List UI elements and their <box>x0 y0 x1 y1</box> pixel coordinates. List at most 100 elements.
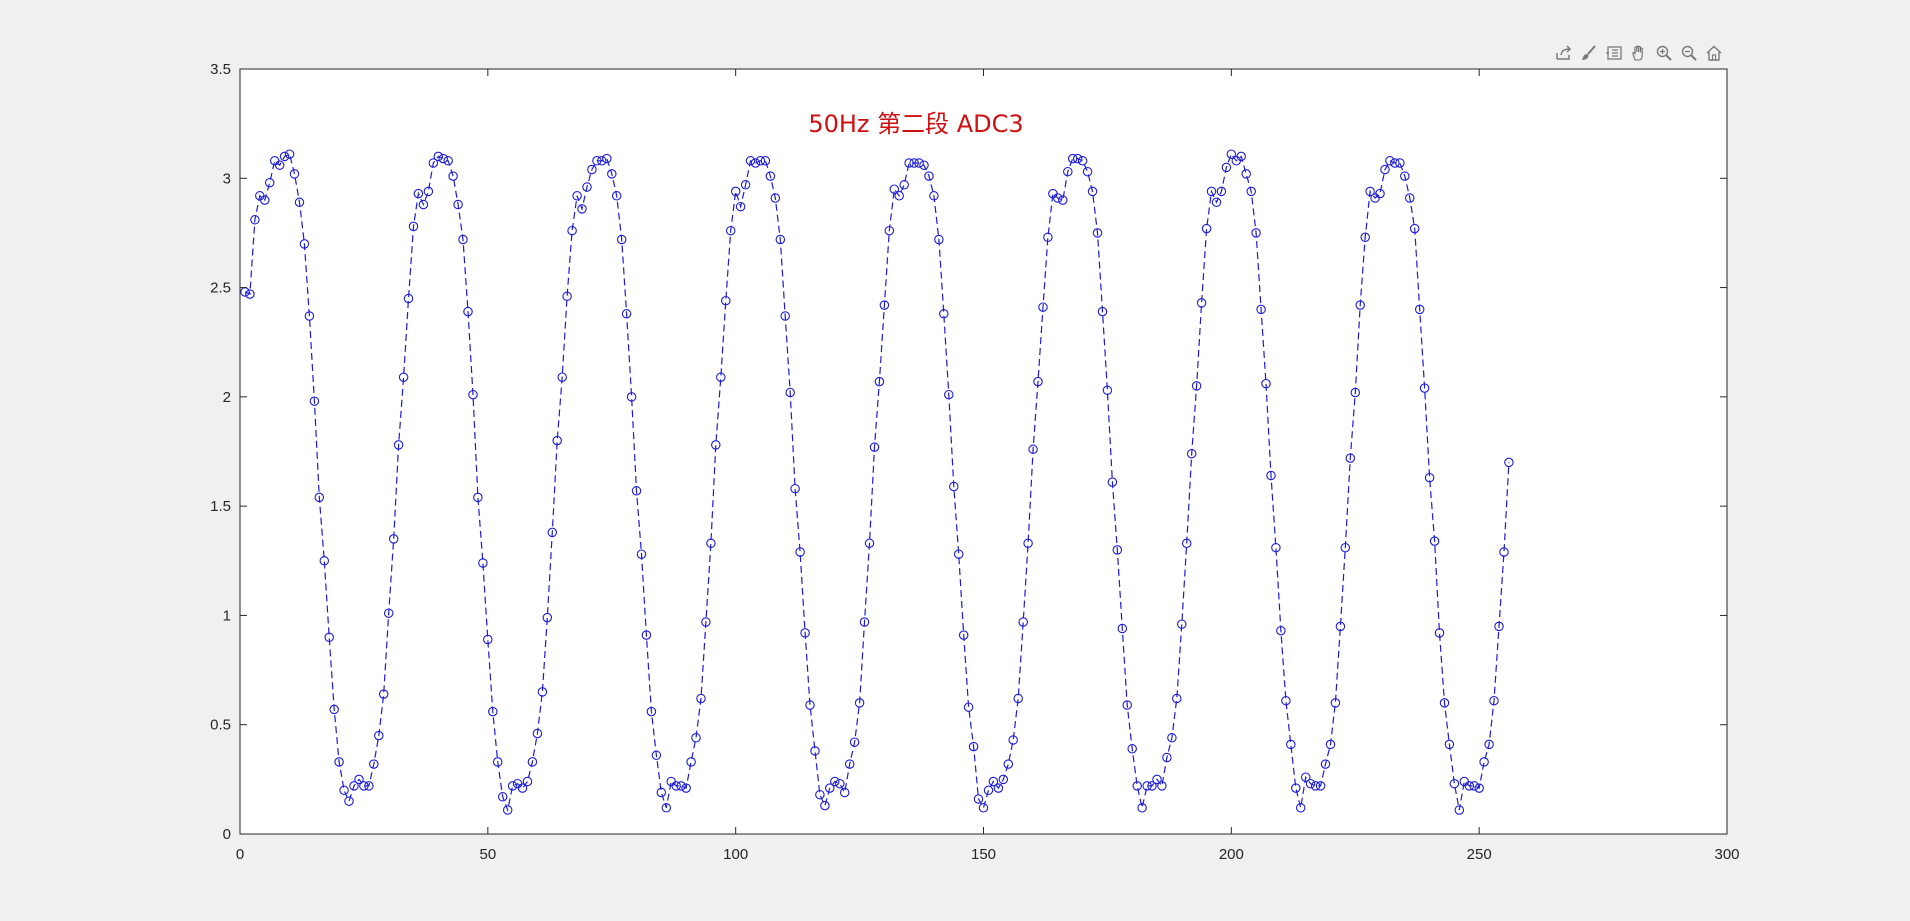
data-point-marker <box>1499 547 1509 557</box>
data-point-marker <box>830 776 840 787</box>
home-icon <box>1706 45 1721 61</box>
data-point-marker <box>1177 619 1187 629</box>
data-point-marker <box>1226 149 1237 159</box>
data-point-marker <box>1152 774 1162 785</box>
data-point-marker <box>438 153 448 164</box>
data-point-marker <box>1162 752 1172 763</box>
data-point-marker <box>344 796 354 806</box>
export-button[interactable] <box>1552 42 1575 64</box>
data-point-marker <box>289 169 300 179</box>
data-point-marker <box>1295 803 1306 813</box>
data-point-marker <box>339 785 349 796</box>
data-point-marker <box>378 689 389 699</box>
data-point-marker <box>765 171 776 181</box>
data-point-marker <box>1097 306 1108 317</box>
y-tick-label: 1 <box>223 607 231 624</box>
data-point-marker <box>572 191 582 201</box>
data-point-marker <box>973 794 984 804</box>
data-point-marker <box>968 741 979 752</box>
data-point-marker <box>299 239 310 249</box>
legend-button[interactable] <box>1602 42 1625 64</box>
data-point-marker <box>1355 300 1365 310</box>
data-point-marker <box>730 186 741 197</box>
data-point-marker <box>314 492 325 503</box>
data-point-marker <box>1474 783 1484 793</box>
data-point-marker <box>264 177 275 188</box>
data-point-marker <box>1147 781 1157 791</box>
zoom-out-button[interactable] <box>1677 42 1700 64</box>
data-point-marker <box>656 787 667 798</box>
data-point-marker <box>478 558 488 568</box>
data-point-marker <box>537 687 548 697</box>
data-point-marker <box>1246 186 1256 197</box>
data-point-marker <box>1375 188 1385 199</box>
data-point-marker <box>274 160 285 170</box>
y-tick-label: 0 <box>223 826 231 843</box>
data-point-marker <box>780 311 790 321</box>
data-point-marker <box>1256 304 1266 315</box>
data-point-marker <box>676 781 686 791</box>
data-point-marker <box>607 169 617 179</box>
zoom-in-button[interactable] <box>1652 42 1675 64</box>
x-tick-label: 250 <box>1467 846 1492 863</box>
data-point-marker <box>983 785 994 796</box>
data-point-marker <box>1395 158 1405 168</box>
data-point-marker <box>1291 783 1301 793</box>
data-point-marker <box>1335 621 1346 632</box>
data-point-marker <box>1087 186 1098 197</box>
data-point-marker <box>899 180 909 190</box>
home-button[interactable] <box>1702 42 1725 64</box>
data-point-marker <box>1281 695 1291 706</box>
data-point-marker <box>909 158 919 168</box>
data-point-marker <box>626 392 637 402</box>
y-tick-label: 2 <box>223 389 231 406</box>
data-point-marker <box>1266 470 1276 481</box>
data-point-marker <box>497 792 508 802</box>
data-point-marker <box>864 538 875 549</box>
data-point-marker <box>294 197 305 208</box>
data-point-marker <box>1191 381 1202 391</box>
data-point-marker <box>1385 156 1395 166</box>
data-point-marker <box>1236 151 1246 162</box>
data-point-marker <box>1102 385 1113 396</box>
data-point-marker <box>929 191 939 201</box>
data-point-marker <box>869 442 880 452</box>
data-point-marker <box>522 776 533 787</box>
brush-button[interactable] <box>1577 42 1600 64</box>
data-point-marker <box>428 158 439 168</box>
data-point-marker <box>418 199 429 210</box>
data-point-marker <box>527 757 538 767</box>
data-point-marker <box>815 789 825 800</box>
data-point-marker <box>398 372 409 382</box>
data-point-marker <box>879 300 890 310</box>
data-point-marker <box>701 617 711 627</box>
data-point-marker <box>1449 778 1460 789</box>
data-point-marker <box>1424 472 1435 483</box>
x-tick-label: 300 <box>1714 846 1739 863</box>
data-point-marker <box>1494 621 1504 632</box>
data-point-marker <box>1405 193 1415 203</box>
data-point-marker <box>1003 759 1014 769</box>
data-point-marker <box>1320 759 1331 769</box>
data-point-marker <box>279 151 290 162</box>
data-point-marker <box>1028 444 1038 455</box>
data-point-marker <box>597 156 607 166</box>
data-point-marker <box>517 783 528 793</box>
data-point-marker <box>835 778 845 789</box>
data-point-marker <box>681 783 691 793</box>
data-point-marker <box>483 634 493 645</box>
data-point-marker <box>894 191 904 201</box>
data-point-marker <box>671 781 681 791</box>
data-point-marker <box>1305 778 1316 789</box>
data-point-marker <box>1112 545 1123 555</box>
data-point-marker <box>691 733 701 743</box>
data-point-marker <box>646 706 657 717</box>
data-point-marker <box>998 774 1009 785</box>
data-point-marker <box>413 188 424 199</box>
data-point-marker <box>364 781 374 791</box>
data-point-marker <box>1167 733 1177 743</box>
data-point-marker <box>1142 781 1152 791</box>
pan-button[interactable] <box>1627 42 1650 64</box>
data-point-marker <box>750 158 761 168</box>
data-point-marker <box>919 160 929 170</box>
